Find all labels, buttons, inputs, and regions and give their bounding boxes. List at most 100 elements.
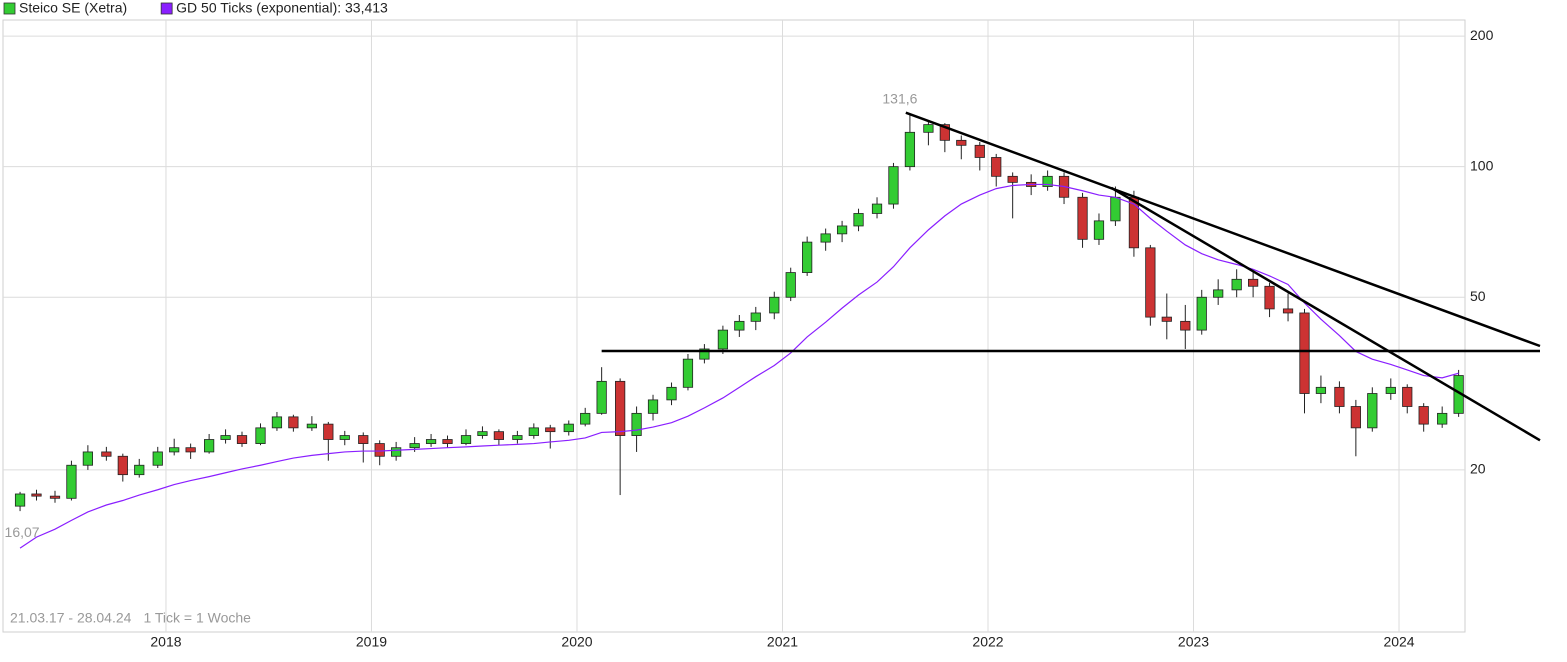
candle-body bbox=[134, 464, 145, 476]
candle-body bbox=[545, 427, 556, 433]
candle-body bbox=[1315, 386, 1327, 394]
interval-label: 1 Tick = 1 Woche bbox=[143, 610, 251, 626]
candle-body bbox=[1437, 412, 1448, 425]
candle-body bbox=[956, 139, 967, 146]
candle-body bbox=[204, 439, 215, 453]
candle-body bbox=[1418, 406, 1429, 425]
candle-body bbox=[31, 493, 42, 497]
candle-body bbox=[512, 435, 523, 440]
candle-body bbox=[1385, 386, 1396, 394]
candle-body bbox=[1161, 316, 1172, 322]
candle-body bbox=[1350, 406, 1361, 429]
candle-body bbox=[101, 451, 112, 457]
candle-body bbox=[1128, 196, 1140, 249]
candle-body bbox=[1264, 285, 1275, 310]
candle-body bbox=[152, 451, 163, 466]
candle-body bbox=[442, 439, 453, 444]
candle-body bbox=[904, 131, 916, 168]
candle-body bbox=[717, 329, 729, 350]
candle-body bbox=[666, 386, 677, 401]
candle-body bbox=[871, 203, 883, 214]
candle-body bbox=[528, 427, 539, 436]
candle-body bbox=[169, 447, 180, 453]
trend-line bbox=[905, 111, 1541, 348]
extreme-label: 16,07 bbox=[5, 524, 40, 540]
candle-body bbox=[991, 157, 1002, 177]
y-tick-label: 50 bbox=[1470, 288, 1486, 304]
candle-body bbox=[323, 423, 334, 440]
candle-body bbox=[117, 455, 128, 476]
candle-body bbox=[769, 296, 780, 314]
candle-body bbox=[888, 166, 899, 205]
y-tick-label: 20 bbox=[1470, 461, 1486, 477]
candle-body bbox=[1299, 312, 1310, 394]
candle-body bbox=[631, 412, 642, 436]
candle-body bbox=[750, 312, 761, 322]
moving-average-line bbox=[19, 183, 1459, 549]
candle-body bbox=[288, 416, 299, 429]
candle-body bbox=[493, 431, 505, 440]
x-tick-label: 2023 bbox=[1178, 634, 1209, 650]
candle-body bbox=[836, 225, 848, 235]
y-tick-label: 200 bbox=[1470, 27, 1494, 43]
candle-body bbox=[66, 464, 77, 499]
candle-body bbox=[1402, 386, 1413, 407]
x-tick-label: 2019 bbox=[356, 634, 387, 650]
candle-body bbox=[306, 423, 317, 429]
candle-body bbox=[1093, 220, 1105, 240]
candle-body bbox=[939, 124, 950, 141]
candle-body bbox=[271, 416, 283, 429]
x-tick-label: 2021 bbox=[767, 634, 798, 650]
period-label: 21.03.17 - 28.04.24 bbox=[10, 610, 132, 626]
candle-body bbox=[1145, 247, 1156, 318]
candle-body bbox=[563, 423, 574, 433]
candle-body bbox=[923, 124, 934, 133]
candle-body bbox=[1231, 278, 1242, 291]
candle-body bbox=[220, 435, 231, 440]
candle-body bbox=[1180, 320, 1191, 331]
legend-swatch bbox=[160, 2, 173, 15]
candle-body bbox=[1110, 196, 1121, 222]
candle-body bbox=[1077, 196, 1088, 240]
candle-body bbox=[339, 435, 350, 440]
candle-body bbox=[1367, 393, 1378, 429]
candle-body bbox=[1007, 175, 1018, 183]
candle-body bbox=[391, 447, 402, 457]
candle-body bbox=[255, 427, 266, 444]
candle-body bbox=[425, 439, 437, 444]
candle-body bbox=[682, 358, 694, 388]
candle-body bbox=[1196, 296, 1207, 331]
x-tick-label: 2018 bbox=[150, 634, 181, 650]
candle-body bbox=[785, 272, 796, 298]
trend-line bbox=[1110, 186, 1541, 442]
candle-body bbox=[460, 435, 472, 444]
candle-body bbox=[374, 443, 385, 457]
candle-body bbox=[1042, 175, 1053, 187]
x-tick-label: 2022 bbox=[972, 634, 1003, 650]
candle-body bbox=[14, 493, 26, 507]
candle-body bbox=[236, 435, 248, 444]
x-tick-label: 2024 bbox=[1383, 634, 1414, 650]
candle-body bbox=[734, 320, 745, 331]
candle-body bbox=[1248, 278, 1259, 287]
candle-body bbox=[82, 451, 93, 466]
x-tick-label: 2020 bbox=[561, 634, 592, 650]
y-tick-label: 100 bbox=[1470, 157, 1494, 173]
candle-body bbox=[699, 348, 710, 360]
candle-body bbox=[647, 399, 659, 414]
candle-body bbox=[596, 380, 607, 414]
candle-body bbox=[49, 495, 61, 499]
candle-body bbox=[1334, 386, 1345, 407]
legend-label: Steico SE (Xetra) bbox=[19, 0, 127, 16]
candle-body bbox=[615, 380, 626, 436]
candle-body bbox=[409, 443, 420, 449]
legend-label: GD 50 Ticks (exponential): 33,413 bbox=[176, 0, 388, 16]
candle-body bbox=[185, 447, 196, 453]
plot-frame bbox=[2, 19, 1466, 633]
candle-body bbox=[1282, 308, 1294, 314]
candle-body bbox=[358, 435, 369, 444]
candle-body bbox=[580, 412, 591, 425]
candle-body bbox=[1213, 289, 1224, 298]
